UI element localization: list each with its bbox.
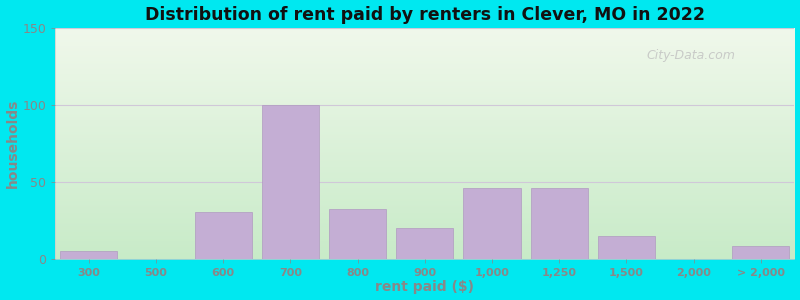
Bar (732, 246, 790, 259)
Bar (598, 236, 655, 259)
Bar (194, 212, 252, 259)
X-axis label: rent paid ($): rent paid ($) (375, 280, 474, 294)
Bar (329, 209, 386, 259)
Y-axis label: households: households (6, 99, 19, 188)
Bar (396, 228, 454, 259)
Bar (463, 188, 521, 259)
Bar (60, 251, 118, 259)
Text: City-Data.com: City-Data.com (646, 49, 735, 62)
Bar (262, 105, 319, 259)
Bar (530, 188, 588, 259)
Title: Distribution of rent paid by renters in Clever, MO in 2022: Distribution of rent paid by renters in … (145, 6, 705, 24)
